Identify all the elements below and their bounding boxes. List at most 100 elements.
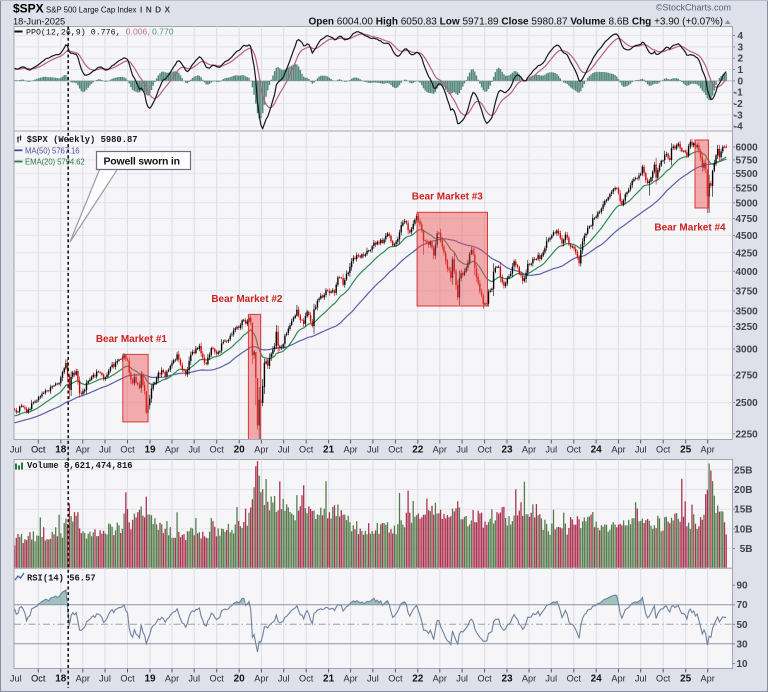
svg-text:Oct: Oct — [31, 445, 46, 455]
svg-text:21: 21 — [323, 445, 335, 456]
svg-text:Jul: Jul — [456, 445, 468, 455]
svg-text:Jul: Jul — [635, 445, 647, 455]
svg-text:Apr: Apr — [254, 445, 268, 455]
svg-text:Oct: Oct — [477, 445, 492, 455]
svg-text:18-Jun-2025: 18-Jun-2025 — [13, 16, 65, 26]
svg-text:Bear Market #2: Bear Market #2 — [211, 294, 283, 305]
svg-text:Jul: Jul — [367, 674, 379, 684]
svg-text:4000: 4000 — [736, 267, 759, 278]
svg-text:S&P 500 Large Cap Index: S&P 500 Large Cap Index — [46, 5, 137, 14]
svg-text:PPO(12,26,9) 0.776,: PPO(12,26,9) 0.776, — [26, 28, 121, 38]
svg-text:Jul: Jul — [545, 445, 557, 455]
svg-text:EMA(20) 5794.62: EMA(20) 5794.62 — [25, 158, 85, 167]
svg-text:3500: 3500 — [736, 307, 759, 318]
svg-text:10: 10 — [737, 659, 749, 670]
svg-text:Apr: Apr — [701, 674, 715, 684]
svg-text:24: 24 — [591, 674, 603, 685]
svg-text:©StockCharts.com: ©StockCharts.com — [656, 3, 731, 13]
svg-text:23: 23 — [501, 445, 513, 456]
svg-text:Oct: Oct — [120, 674, 135, 684]
svg-text:3250: 3250 — [736, 322, 759, 333]
svg-text:25: 25 — [680, 674, 692, 685]
svg-text:Oct: Oct — [31, 674, 46, 684]
svg-text:-3: -3 — [734, 110, 743, 121]
svg-text:Powell sworn in: Powell sworn in — [104, 155, 180, 167]
svg-text:Apr: Apr — [76, 445, 90, 455]
svg-text:2: 2 — [738, 54, 744, 65]
svg-text:Jul: Jul — [367, 445, 379, 455]
svg-text:25: 25 — [680, 445, 692, 456]
svg-text:Oct: Oct — [567, 445, 582, 455]
svg-text:Apr: Apr — [611, 674, 625, 684]
svg-text:30: 30 — [737, 639, 749, 650]
svg-text:Oct: Oct — [210, 674, 225, 684]
svg-text:Jul: Jul — [10, 445, 22, 455]
svg-text:Oct: Oct — [656, 674, 671, 684]
svg-text:Oct: Oct — [210, 445, 225, 455]
svg-text:Jul: Jul — [99, 445, 111, 455]
svg-text:6000: 6000 — [736, 142, 759, 153]
svg-text:Jul: Jul — [188, 445, 200, 455]
svg-text:Apr: Apr — [343, 445, 357, 455]
svg-text:5B: 5B — [740, 544, 753, 555]
svg-text:MA(50) 5767.16: MA(50) 5767.16 — [25, 146, 80, 155]
svg-text:Apr: Apr — [611, 445, 625, 455]
svg-text:24: 24 — [591, 445, 603, 456]
svg-text:1: 1 — [738, 65, 744, 76]
svg-text:INDX: INDX — [140, 5, 173, 15]
svg-text:5500: 5500 — [736, 169, 759, 180]
svg-text:70: 70 — [737, 600, 749, 611]
svg-text:4500: 4500 — [736, 231, 759, 242]
svg-text:Apr: Apr — [433, 674, 447, 684]
svg-text:Jul: Jul — [635, 674, 647, 684]
svg-text:$SPX (Weekly) 5980.87: $SPX (Weekly) 5980.87 — [27, 135, 138, 145]
svg-text:22: 22 — [412, 445, 424, 456]
svg-text:20: 20 — [234, 674, 246, 685]
svg-text:Apr: Apr — [522, 674, 536, 684]
svg-text:20: 20 — [234, 445, 246, 456]
svg-text:2500: 2500 — [736, 398, 759, 409]
svg-text:Oct: Oct — [656, 445, 671, 455]
svg-text:3750: 3750 — [736, 286, 759, 297]
svg-text:2250: 2250 — [736, 429, 759, 440]
svg-text:Oct: Oct — [120, 445, 135, 455]
svg-text:Jul: Jul — [278, 674, 290, 684]
svg-text:-2: -2 — [734, 99, 743, 110]
svg-text:21: 21 — [323, 674, 335, 685]
svg-text:Apr: Apr — [433, 445, 447, 455]
svg-text:4: 4 — [738, 31, 744, 42]
svg-text:Oct: Oct — [567, 674, 582, 684]
svg-text:Bear Market #3: Bear Market #3 — [412, 192, 484, 203]
svg-text:RSI(14) 56.57: RSI(14) 56.57 — [27, 574, 96, 584]
svg-text:23: 23 — [501, 674, 513, 685]
svg-text:Jul: Jul — [188, 674, 200, 684]
svg-text:Oct: Oct — [299, 445, 314, 455]
svg-text:Oct: Oct — [388, 445, 403, 455]
svg-text:Bear Market #1: Bear Market #1 — [96, 334, 168, 345]
svg-text:90: 90 — [737, 581, 749, 592]
svg-text:Volume 8,621,474,816: Volume 8,621,474,816 — [27, 461, 133, 471]
svg-text:25B: 25B — [734, 465, 752, 476]
svg-text:18: 18 — [55, 674, 67, 685]
svg-text:$SPX: $SPX — [13, 2, 44, 16]
svg-text:Jul: Jul — [456, 674, 468, 684]
svg-text:Apr: Apr — [165, 445, 179, 455]
svg-text:Apr: Apr — [343, 674, 357, 684]
svg-text:50: 50 — [737, 620, 749, 631]
svg-text:Oct: Oct — [31, 674, 46, 684]
svg-text:Oct: Oct — [31, 445, 46, 455]
svg-text:Jul: Jul — [10, 674, 22, 684]
svg-text:Oct: Oct — [477, 674, 492, 684]
svg-text:3000: 3000 — [736, 345, 759, 356]
svg-text:0.770: 0.770 — [152, 27, 174, 37]
svg-text:18: 18 — [55, 445, 67, 456]
svg-text:15B: 15B — [734, 505, 752, 516]
svg-text:3: 3 — [738, 42, 744, 53]
svg-text:Jul: Jul — [278, 445, 290, 455]
svg-text:Apr: Apr — [76, 674, 90, 684]
svg-text:4750: 4750 — [736, 214, 759, 225]
svg-text:2750: 2750 — [736, 371, 759, 382]
svg-text:5000: 5000 — [736, 198, 759, 209]
svg-text:10B: 10B — [734, 524, 752, 535]
svg-text:20B: 20B — [734, 485, 752, 496]
